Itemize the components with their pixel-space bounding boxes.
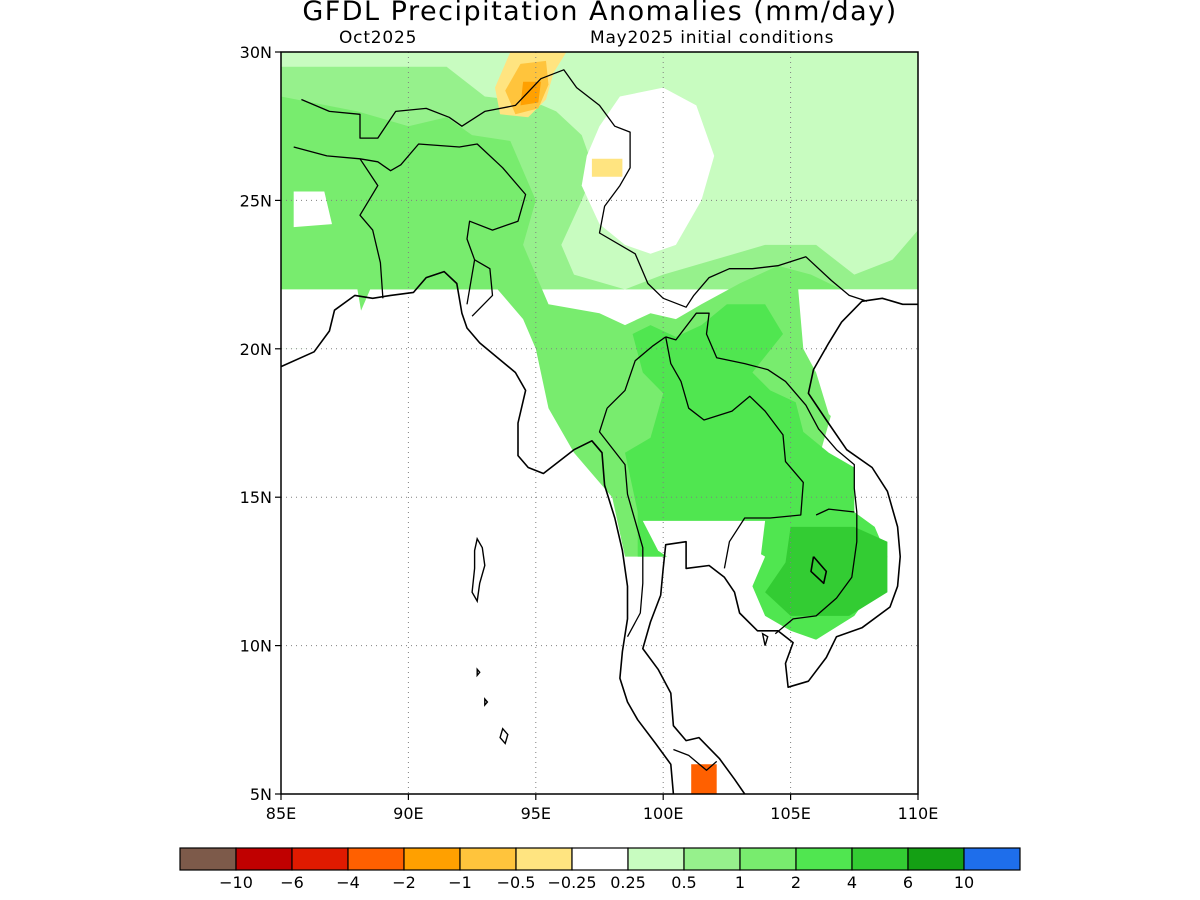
coastline [810, 556, 828, 585]
legend-label: 1 [735, 873, 745, 892]
country-border [293, 143, 527, 305]
lat-tick-label: 25N [240, 191, 272, 210]
legend-label: 4 [847, 873, 857, 892]
lat-lon-grid [281, 52, 918, 794]
lon-tick-label: 85E [266, 804, 296, 823]
legend-label: 10 [954, 873, 974, 892]
anomaly-region-5-5 [752, 639, 918, 794]
lat-tick-label: 5N [250, 785, 272, 804]
legend-label: 2 [791, 873, 801, 892]
island-outline [471, 536, 486, 604]
legend-swatch [459, 847, 517, 871]
map-title: GFDL Precipitation Anomalies (mm/day) [302, 0, 898, 27]
coastlines [281, 69, 918, 794]
lon-tick-label: 95E [521, 804, 551, 823]
anomaly-field-8 [520, 81, 541, 106]
anomaly-region-5-3 [281, 348, 753, 794]
country-border [301, 69, 868, 308]
country-border [673, 748, 718, 771]
legend-swatch [291, 847, 349, 871]
anomaly-region-9-0 [691, 764, 717, 794]
anomaly-region-5-0 [581, 87, 715, 254]
country-border [606, 336, 667, 409]
legend-swatch [235, 847, 293, 871]
legend-swatch [627, 847, 685, 871]
anomaly-field-5 [281, 87, 918, 794]
legend-swatch [515, 847, 573, 871]
legend-swatch [907, 847, 965, 871]
country-border [598, 408, 644, 638]
lon-tick-label: 100E [643, 804, 684, 823]
lat-tick-label: 10N [240, 637, 272, 656]
country-border [815, 508, 855, 516]
legend-label: −0.5 [497, 873, 536, 892]
legend-label: −10 [219, 873, 253, 892]
map-frame [280, 51, 919, 795]
legend-swatch [571, 847, 629, 871]
legend-label: 6 [903, 873, 913, 892]
legend-label: −2 [392, 873, 416, 892]
lon-tick-label: 90E [393, 804, 423, 823]
anomaly-shading [281, 52, 918, 794]
lat-tick-label: 15N [240, 488, 272, 507]
island-outline [476, 667, 481, 678]
initial-conditions-label: May2025 initial conditions [590, 28, 835, 48]
island-outline [761, 632, 769, 646]
forecast-month-label: Oct2025 [339, 28, 418, 48]
legend-label: −4 [336, 873, 360, 892]
lat-tick-label: 30N [240, 43, 272, 62]
legend-label: −6 [280, 873, 304, 892]
lat-tick-label: 20N [240, 340, 272, 359]
legend-label: −1 [448, 873, 472, 892]
country-border [665, 312, 858, 635]
lon-tick-label: 105E [770, 804, 811, 823]
anomaly-region-8-0 [520, 81, 541, 106]
legend-swatch [683, 847, 741, 871]
anomaly-field-9 [691, 764, 717, 794]
coastline [641, 297, 918, 794]
island-outline [484, 697, 489, 707]
anomaly-region-5-1 [798, 289, 918, 498]
legend-swatch [795, 847, 853, 871]
country-border [471, 259, 494, 317]
map-axes: 85E 90E 95E 100E 105E 110E 5N 10N 15N 20N 25N 30N [240, 43, 939, 823]
legend-swatch [179, 847, 237, 871]
country-border [665, 336, 804, 569]
island-outline [499, 727, 509, 745]
legend-swatch [963, 847, 1021, 871]
legend-swatch [347, 847, 405, 871]
color-legend: −10 −6 −4 −2 −1 −0.5 −0.25 0.25 0.5 1 2 4 6 10 [179, 847, 1021, 892]
legend-swatch [739, 847, 797, 871]
legend-swatch [851, 847, 909, 871]
anomaly-region-5-6 [642, 520, 766, 587]
legend-swatch [403, 847, 461, 871]
anomaly-region-5-4 [293, 191, 332, 228]
coastline [281, 270, 675, 794]
lon-tick-label: 110E [898, 804, 939, 823]
country-border [359, 158, 384, 299]
legend-label: −0.25 [547, 873, 596, 892]
legend-label: 0.5 [671, 873, 696, 892]
legend-label: 0.25 [610, 873, 646, 892]
anomaly-region-6-1 [591, 158, 623, 177]
